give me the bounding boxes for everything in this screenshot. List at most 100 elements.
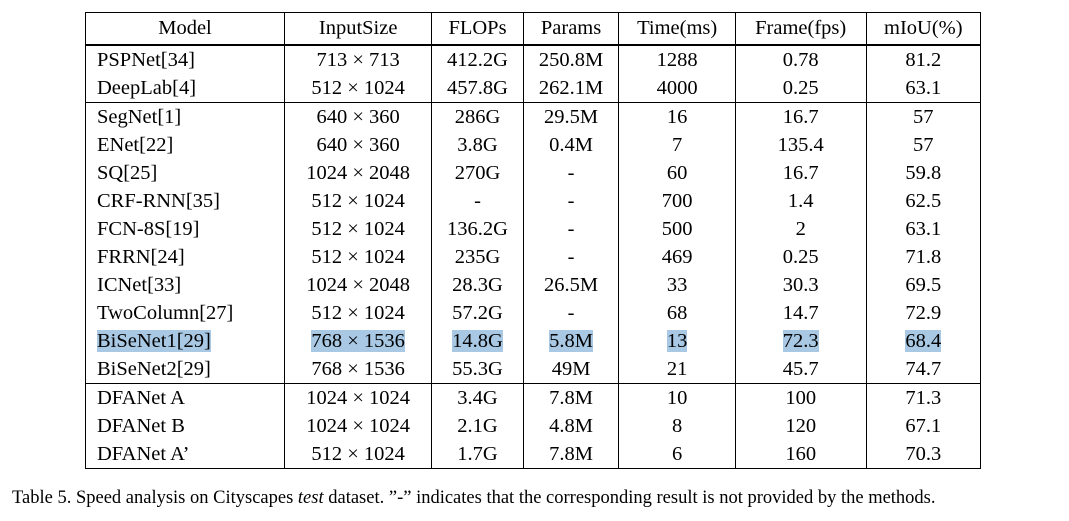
cell-flops: 286G xyxy=(431,102,524,131)
table-row: FRRN[24] 512 × 1024 235G - 469 0.25 71.8 xyxy=(85,243,982,271)
table-row: TwoColumn[27] 512 × 1024 57.2G - 68 14.7 72.9 xyxy=(85,299,982,327)
cell-text: 16.7 xyxy=(782,162,819,184)
cell-text: 13 xyxy=(666,330,688,352)
cell-text: 1.7G xyxy=(457,443,498,465)
cell-text: 469 xyxy=(661,246,693,268)
cell-model: ENet[22] xyxy=(85,131,285,159)
speed-analysis-table: Model InputSize FLOPs Params Time(ms) Frame(f… xyxy=(85,12,982,469)
cell-text: 1288 xyxy=(656,49,698,71)
cell-text: 0.25 xyxy=(782,246,819,268)
cell-text: TwoColumn[27] xyxy=(97,302,234,324)
cell-params: - xyxy=(522,215,620,243)
cell-miou: 72.9 xyxy=(865,299,982,327)
cell-text: 16 xyxy=(666,106,688,128)
cell-text: 0.78 xyxy=(782,49,819,71)
cell-frame: 30.3 xyxy=(734,271,867,299)
row-group: PSPNet[34] 713 × 713 412.2G 250.8M 1288 0.78 8… xyxy=(85,45,982,103)
cell-text: 8 xyxy=(672,415,683,437)
cell-flops: - xyxy=(431,187,524,215)
cell-text: 59.8 xyxy=(905,162,942,184)
cell-text: 55.3G xyxy=(452,358,503,380)
cell-text: 30.3 xyxy=(782,274,819,296)
cell-text: 81.2 xyxy=(905,49,942,71)
cell-model: FRRN[24] xyxy=(85,243,285,271)
cell-params: 29.5M xyxy=(522,102,620,131)
cell-text: - xyxy=(567,302,575,324)
cell-text: 1024 × 2048 xyxy=(306,274,411,296)
table-row: ICNet[33] 1024 × 2048 28.3G 26.5M 33 30.3 69.5 xyxy=(85,271,982,299)
cell-text: 286G xyxy=(454,106,501,128)
cell-miou: 74.7 xyxy=(865,355,982,384)
cell-frame: 2 xyxy=(734,215,867,243)
cell-text: 72.9 xyxy=(905,302,942,324)
cell-text: 57 xyxy=(913,106,934,128)
cell-input-size: 713 × 713 xyxy=(283,45,433,74)
cell-text: 768 × 1536 xyxy=(311,358,405,380)
table-header: Model InputSize FLOPs Params Time(ms) Frame(f… xyxy=(85,12,982,45)
cell-input-size: 512 × 1024 xyxy=(283,187,433,215)
table-row: DeepLab[4] 512 × 1024 457.8G 262.1M 4000 0.25… xyxy=(85,74,982,103)
cell-text: 16.7 xyxy=(782,106,819,128)
cell-miou: 81.2 xyxy=(865,45,982,74)
cell-text: - xyxy=(474,190,481,212)
cell-miou: 67.1 xyxy=(865,412,982,440)
cell-time: 8 xyxy=(618,412,736,440)
cell-frame: 0.25 xyxy=(734,74,867,103)
cell-text: FRRN[24] xyxy=(97,246,185,268)
cell-miou: 63.1 xyxy=(865,215,982,243)
cell-text: 120 xyxy=(785,415,817,437)
cell-input-size: 512 × 1024 xyxy=(283,215,433,243)
cell-flops: 136.2G xyxy=(431,215,524,243)
cell-frame: 120 xyxy=(734,412,867,440)
cell-text: 57.2G xyxy=(452,302,503,324)
cell-time: 7 xyxy=(618,131,736,159)
cell-input-size: 768 × 1536 xyxy=(283,327,433,355)
cell-params: - xyxy=(522,159,620,187)
cell-text: 640 × 360 xyxy=(316,134,400,156)
cell-text: CRF-RNN[35] xyxy=(97,190,221,212)
cell-text: SQ[25] xyxy=(97,162,158,184)
cell-time: 33 xyxy=(618,271,736,299)
cell-text: 457.8G xyxy=(447,77,508,99)
cell-text: 62.5 xyxy=(905,190,942,212)
cell-text: 2.1G xyxy=(457,415,498,437)
cell-input-size: 1024 × 2048 xyxy=(283,159,433,187)
cell-text: 7.8M xyxy=(549,387,593,409)
cell-miou: 71.8 xyxy=(865,243,982,271)
row-group: DFANet A 1024 × 1024 3.4G 7.8M 10 100 71.3 DFAN… xyxy=(85,383,982,469)
cell-text: 71.8 xyxy=(905,246,942,268)
cell-time: 13 xyxy=(618,327,736,355)
cell-text: 160 xyxy=(785,443,817,465)
cell-frame: 160 xyxy=(734,440,867,469)
row-group: SegNet[1] 640 × 360 286G 29.5M 16 16.7 57 ENet[… xyxy=(85,102,982,384)
header-row: Model InputSize FLOPs Params Time(ms) Frame(f… xyxy=(85,12,982,45)
cell-time: 60 xyxy=(618,159,736,187)
table-row: PSPNet[34] 713 × 713 412.2G 250.8M 1288 0.78 8… xyxy=(85,45,982,74)
cell-model: DeepLab[4] xyxy=(85,74,285,103)
cell-miou: 71.3 xyxy=(865,383,982,412)
cell-params: 49M xyxy=(522,355,620,384)
cell-model: BiSeNet2[29] xyxy=(85,355,285,384)
cell-text: 512 × 1024 xyxy=(311,190,405,212)
cell-text: BiSeNet1[29] xyxy=(97,330,211,352)
table-row: FCN-8S[19] 512 × 1024 136.2G - 500 2 63.1 xyxy=(85,215,982,243)
cell-input-size: 640 × 360 xyxy=(283,131,433,159)
cell-params: - xyxy=(522,187,620,215)
cell-text: 512 × 1024 xyxy=(311,246,405,268)
cell-text: 136.2G xyxy=(447,218,508,240)
cell-text: 7 xyxy=(672,134,683,156)
cell-input-size: 512 × 1024 xyxy=(283,243,433,271)
column-header-miou: mIoU(%) xyxy=(865,12,982,45)
cell-text: 700 xyxy=(661,190,693,212)
cell-text: 45.7 xyxy=(782,358,819,380)
cell-text: 29.5M xyxy=(544,106,599,128)
cell-text: PSPNet[34] xyxy=(97,49,195,71)
cell-frame: 45.7 xyxy=(734,355,867,384)
cell-miou: 59.8 xyxy=(865,159,982,187)
cell-text: 63.1 xyxy=(905,77,942,99)
cell-text: BiSeNet2[29] xyxy=(97,358,211,380)
cell-time: 700 xyxy=(618,187,736,215)
cell-text: - xyxy=(567,246,575,268)
cell-text: 6 xyxy=(672,443,683,465)
cell-miou: 70.3 xyxy=(865,440,982,469)
